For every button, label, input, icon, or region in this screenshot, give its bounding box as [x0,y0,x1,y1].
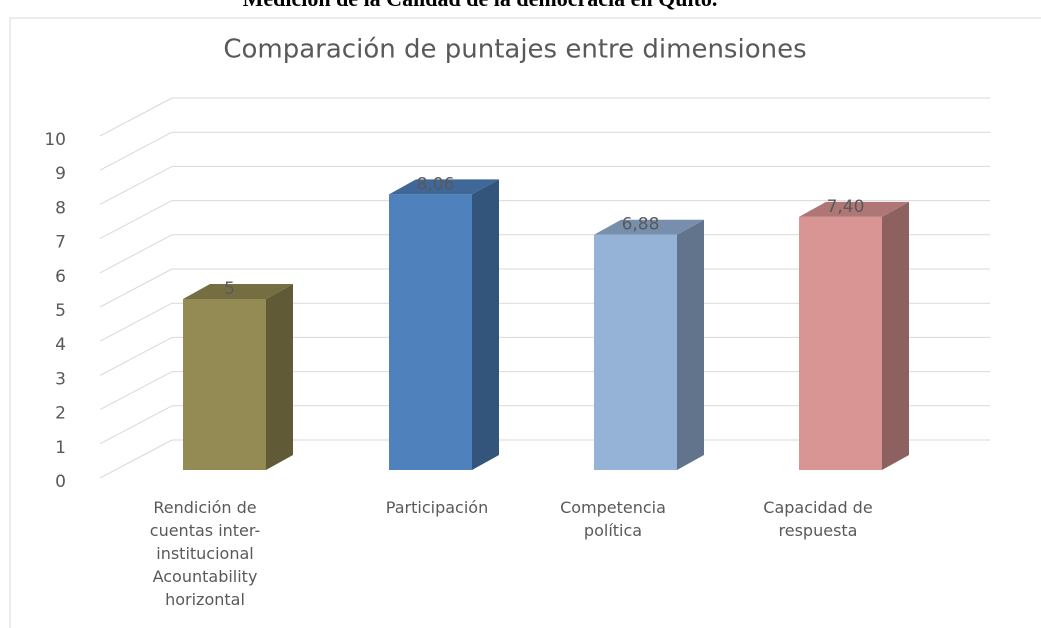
y-tick-label: 6 [55,267,66,287]
y-tick-label: 4 [55,335,66,355]
y-tick-label: 0 [55,472,66,492]
grid-line [99,371,173,411]
bar-side [882,201,909,471]
value-label: 5 [224,279,235,299]
grid-line [99,131,173,171]
y-tick-label: 8 [55,198,66,218]
bar-side [472,179,499,470]
y-tick-label: 2 [55,404,66,424]
value-label: 7,40 [827,197,865,217]
grid-line [99,336,173,376]
y-tick-label: 10 [44,130,66,150]
bar [183,299,266,470]
y-tick-label: 9 [55,164,66,184]
bar-top [799,201,909,217]
grid-line [99,302,173,342]
grid-line [99,165,173,205]
bar [799,216,882,470]
bar [389,194,472,470]
x-tick-label: Participación [385,498,489,517]
grid-line [99,234,173,274]
x-tick-label: Competencia política [560,498,666,540]
chart-frame [9,17,1041,628]
y-tick-label: 1 [55,438,66,458]
bar-side [266,284,293,470]
bar [594,234,677,470]
x-tick-label: Capacidad de respuesta [763,498,873,540]
heading: Medición de la Calidad de la democracia … [0,0,960,12]
grid-line [99,268,173,308]
grid-line [99,405,173,445]
grid-line [99,200,173,240]
y-tick-label: 5 [55,301,66,321]
value-label: 8,06 [417,174,455,194]
chart-title: Comparación de puntajes entre dimensione… [223,35,806,65]
value-label: 6,88 [622,215,660,235]
bar-side [677,219,704,470]
y-tick-label: 3 [55,369,66,389]
bar-top [594,219,704,235]
y-tick-label: 7 [55,233,66,253]
grid-line [99,97,173,137]
grid-line [99,439,173,479]
x-tick-label: Rendición de cuentas inter- instituciona… [149,498,261,609]
bar-top [183,284,293,299]
bar-top [389,179,499,195]
